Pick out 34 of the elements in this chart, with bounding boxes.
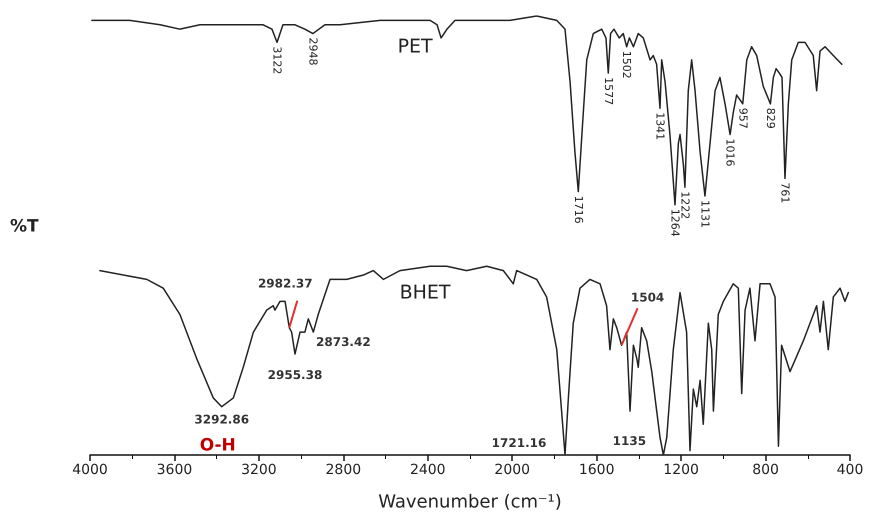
annotation: 3292.86 <box>194 412 250 427</box>
series-label: BHET <box>400 282 451 304</box>
annotation: 3122 <box>270 46 284 74</box>
annotation: 1716 <box>572 196 585 224</box>
annotation: 829 <box>764 108 777 129</box>
x-tick-label: 2800 <box>326 462 362 478</box>
annotation: 1577 <box>602 77 615 106</box>
x-tick-label: 3200 <box>241 462 277 478</box>
annotation: 1135 <box>612 434 646 448</box>
annotation: 1721.16 <box>492 436 546 450</box>
x-tick-label: 4000 <box>72 462 108 478</box>
series-label: PET <box>398 36 434 58</box>
annotation: 1502 <box>620 50 634 79</box>
annotation: 2873.42 <box>316 335 371 350</box>
x-tick-label: 800 <box>752 462 779 478</box>
annotation: 2948 <box>306 38 320 66</box>
annotation: 1264 <box>668 208 682 237</box>
x-tick-label: 2400 <box>410 462 446 478</box>
x-tick-label: 2000 <box>494 462 530 478</box>
annotation: 1016 <box>724 138 737 167</box>
x-axis-title: Wavenumber (cm⁻¹) <box>378 492 562 512</box>
annotation: 2982.37 <box>258 276 313 291</box>
annotation: 1131 <box>698 200 712 228</box>
y-axis-title: %T <box>10 216 40 236</box>
x-tick-label: 1600 <box>578 462 614 478</box>
annotation: 1504 <box>630 290 664 304</box>
annotation: 761 <box>778 182 792 204</box>
annotation: O-H <box>200 436 236 456</box>
x-tick-label: 400 <box>836 462 864 478</box>
annotation: 957 <box>736 108 750 129</box>
annotation: 2955.38 <box>268 368 322 382</box>
x-tick-label: 3600 <box>156 462 192 478</box>
annotation: 1341 <box>654 112 666 140</box>
x-tick-label: 1200 <box>663 462 699 478</box>
